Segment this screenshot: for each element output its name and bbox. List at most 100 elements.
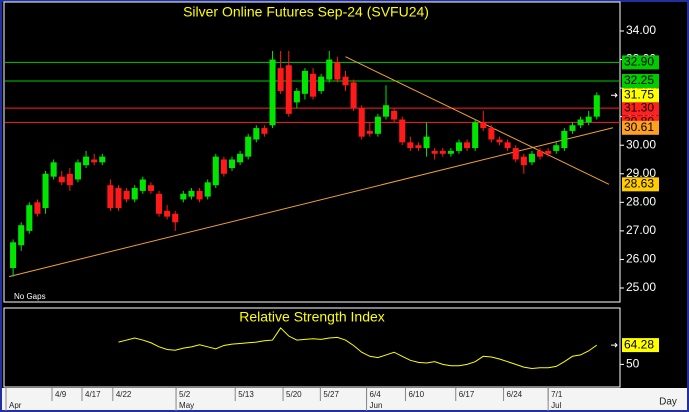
candle-body — [480, 122, 487, 129]
candle-body — [107, 185, 114, 209]
x-tick-label: 5/20 — [286, 390, 302, 399]
price-tag — [622, 120, 659, 135]
candle-body — [423, 136, 430, 149]
x-tick-label: 6/17 — [459, 390, 475, 399]
x-tick-label: 6/10 — [408, 390, 424, 399]
candle-body — [139, 179, 146, 191]
candle-body — [342, 76, 349, 86]
candle-body — [50, 162, 57, 177]
level-tag — [622, 101, 659, 116]
candle-body — [464, 142, 471, 149]
candle-body — [447, 150, 454, 154]
candle-body — [74, 162, 81, 180]
candle-body — [269, 59, 276, 126]
candle-body — [228, 159, 236, 169]
candle-body — [488, 128, 495, 140]
candle-body — [285, 65, 292, 114]
annotation: No Gaps — [14, 292, 46, 301]
y-tick-label: 29.00 — [626, 166, 656, 180]
candle-body — [512, 148, 519, 160]
candle-body — [593, 95, 600, 117]
candle-body — [545, 150, 552, 154]
y-tick-label: 25.00 — [626, 280, 656, 294]
rsi-tag-label: 64.28 — [624, 337, 654, 351]
candle-body — [496, 139, 503, 143]
candle-body — [407, 142, 414, 149]
candle-body — [439, 150, 446, 154]
candle-body — [431, 150, 438, 154]
candle-body — [147, 185, 154, 191]
candle-body — [569, 125, 576, 131]
candle-body — [58, 176, 65, 183]
candle-body — [301, 70, 308, 94]
candle-body — [520, 156, 527, 166]
candle-body — [115, 188, 122, 209]
price-tag-label: 31.75 — [624, 87, 654, 101]
y-tick-label: 50 — [626, 357, 640, 371]
month-tick-label: Apr — [9, 401, 22, 410]
rsi-panel — [3, 307, 621, 388]
candle-body — [245, 136, 252, 157]
candle-body — [318, 76, 325, 91]
candle-body — [528, 153, 535, 163]
y-tick-label: 28.00 — [626, 195, 656, 209]
arrow — [611, 342, 618, 348]
candle-body — [366, 130, 373, 134]
candle-body — [358, 108, 365, 137]
candle-body — [66, 173, 73, 186]
rsi-title: Relative Strength Index — [239, 309, 385, 325]
candle-body — [18, 225, 25, 246]
chart-title: Silver Online Futures Sep-24 (SVFU24) — [183, 4, 429, 20]
x-tick-label: 7/1 — [551, 390, 563, 399]
candle-body — [10, 242, 17, 269]
candle-body — [34, 202, 41, 214]
rsi-line — [118, 327, 598, 369]
candle-body — [155, 193, 163, 214]
candle-body — [277, 68, 284, 91]
x-tick-label: 6/24 — [507, 390, 523, 399]
price-tag — [622, 177, 659, 192]
candle-body — [99, 156, 106, 163]
candle-body — [415, 145, 422, 149]
candle-body — [326, 59, 333, 80]
rsi-tag — [622, 338, 659, 353]
level-tag — [622, 73, 659, 88]
level-tag — [622, 55, 659, 70]
candle-body — [472, 122, 479, 149]
x-tick-label: 4/17 — [85, 390, 101, 399]
price-tag — [622, 88, 659, 103]
trendline — [345, 56, 610, 185]
candle-body — [204, 182, 211, 197]
candle-body — [131, 188, 138, 200]
level-tag-label: 32.90 — [624, 55, 654, 69]
level-tag-label: 32.25 — [624, 73, 654, 87]
x-tick-label: 6/4 — [370, 390, 382, 399]
candle-body — [334, 62, 341, 80]
candle-body — [382, 105, 390, 117]
candle-body — [310, 73, 317, 97]
x-tick-label: 4/9 — [55, 390, 67, 399]
x-tick-label: 5/13 — [238, 390, 254, 399]
candle-body — [585, 116, 592, 123]
candle-body — [504, 142, 511, 149]
candle-body — [220, 159, 227, 174]
candle-body — [188, 190, 195, 197]
candle-body — [561, 130, 568, 149]
date-axis — [2, 388, 687, 410]
candle-body — [83, 156, 90, 166]
month-tick-label: Jun — [370, 401, 383, 410]
x-tick-label: 4/22 — [116, 390, 132, 399]
price-tag-label: 30.61 — [624, 120, 654, 134]
candle-body — [399, 119, 406, 143]
candle-body — [293, 90, 300, 103]
candle-body — [237, 153, 244, 163]
candle-body — [537, 150, 544, 157]
candle-body — [253, 128, 260, 140]
candle-body — [26, 205, 33, 231]
trendline — [8, 127, 614, 278]
candle-body — [577, 119, 584, 126]
candle-body — [91, 159, 98, 163]
candle-body — [196, 190, 203, 200]
